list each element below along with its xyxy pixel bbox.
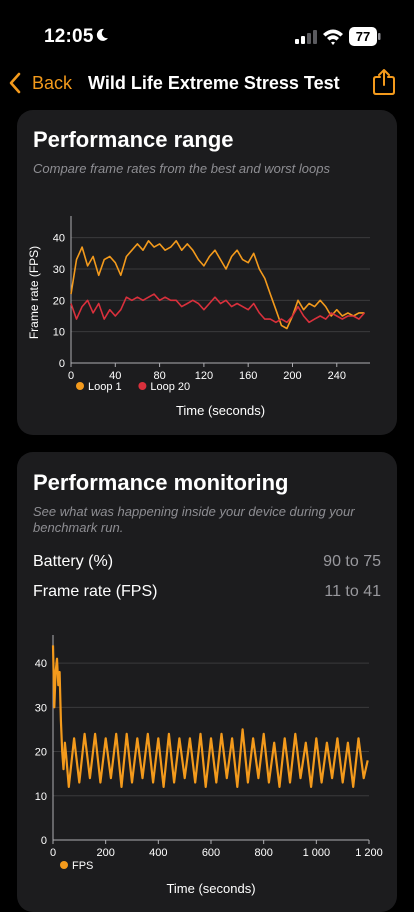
- x-tick-label: 600: [202, 847, 220, 859]
- x-tick-label: 200: [283, 370, 301, 382]
- x-tick-label: 1 200: [355, 847, 383, 859]
- wifi-icon: [323, 29, 343, 45]
- series-line-fps: [51, 645, 369, 788]
- performance-range-title: Performance range: [33, 127, 234, 152]
- legend-marker: [76, 382, 84, 390]
- moon-icon: [96, 28, 108, 41]
- series-line-loop-20: [70, 293, 366, 324]
- y-tick-label: 20: [53, 295, 65, 307]
- y-tick-label: 0: [41, 835, 47, 847]
- x-tick-label: 40: [109, 370, 121, 382]
- y-tick-label: 40: [53, 233, 65, 245]
- performance-monitoring-card: Performance monitoring See what was happ…: [17, 452, 397, 912]
- battery-level-wrap: 77: [349, 27, 381, 46]
- x-tick-label: 200: [96, 847, 114, 859]
- series-line-loop-1: [70, 240, 365, 330]
- status-time: 12:05: [44, 26, 94, 47]
- y-tick-label: 30: [35, 702, 47, 714]
- x-tick-label: 80: [153, 370, 165, 382]
- navigation-bar: Back Wild Life Extreme Stress Test: [0, 60, 414, 106]
- page-title: Wild Life Extreme Stress Test: [88, 73, 340, 93]
- x-tick-label: 800: [254, 847, 272, 859]
- performance-monitoring-subtitle: See what was happening inside your devic…: [33, 504, 355, 535]
- x-tick-label: 1 000: [303, 847, 331, 859]
- legend-label: FPS: [72, 860, 93, 872]
- x-axis-label: Time (seconds): [176, 403, 265, 418]
- back-label: Back: [32, 72, 73, 93]
- battery-icon: [349, 27, 381, 46]
- legend-label: Loop 20: [150, 381, 190, 393]
- battery-metric-label: Battery (%): [33, 553, 114, 570]
- x-tick-label: 0: [50, 847, 56, 859]
- performance-monitoring-title: Performance monitoring: [33, 470, 289, 495]
- x-tick-label: 400: [149, 847, 167, 859]
- framerate-metric-value: 11 to 41: [324, 583, 381, 600]
- performance-range-chart: 0 10 20 30 40 0 40 80 120 160 200 240 Loop 1 Loop 20 T…: [27, 216, 370, 418]
- legend-marker: [138, 382, 147, 390]
- y-tick-label: 40: [35, 658, 47, 670]
- performance-range-card: Performance range Compare frame rates fr…: [17, 110, 397, 435]
- y-tick-label: 30: [53, 264, 65, 276]
- x-tick-label: 120: [195, 370, 213, 382]
- y-tick-label: 10: [53, 327, 65, 339]
- battery-metric-value: 90 to 75: [323, 553, 381, 570]
- y-tick-label: 20: [35, 747, 47, 759]
- x-tick-label: 160: [239, 370, 257, 382]
- share-icon[interactable]: [372, 68, 396, 96]
- y-tick-label: 0: [59, 358, 65, 370]
- x-tick-label: 0: [68, 370, 74, 382]
- y-tick-label: 10: [35, 791, 47, 803]
- x-tick-label: 240: [328, 370, 346, 382]
- chevron-left-icon: [9, 72, 21, 94]
- back-button[interactable]: Back: [8, 70, 72, 96]
- y-axis-label: Frame rate (FPS): [27, 246, 41, 339]
- performance-range-subtitle: Compare frame rates from the best and wo…: [33, 161, 330, 176]
- battery-level: 77: [355, 29, 371, 44]
- cellular-signal-icon: [295, 30, 317, 44]
- status-bar: 12:05 77: [0, 0, 414, 60]
- legend-marker: [60, 861, 68, 869]
- legend-label: Loop 1: [88, 381, 122, 393]
- framerate-metric-label: Frame rate (FPS): [33, 583, 158, 600]
- x-axis-label: Time (seconds): [166, 881, 255, 896]
